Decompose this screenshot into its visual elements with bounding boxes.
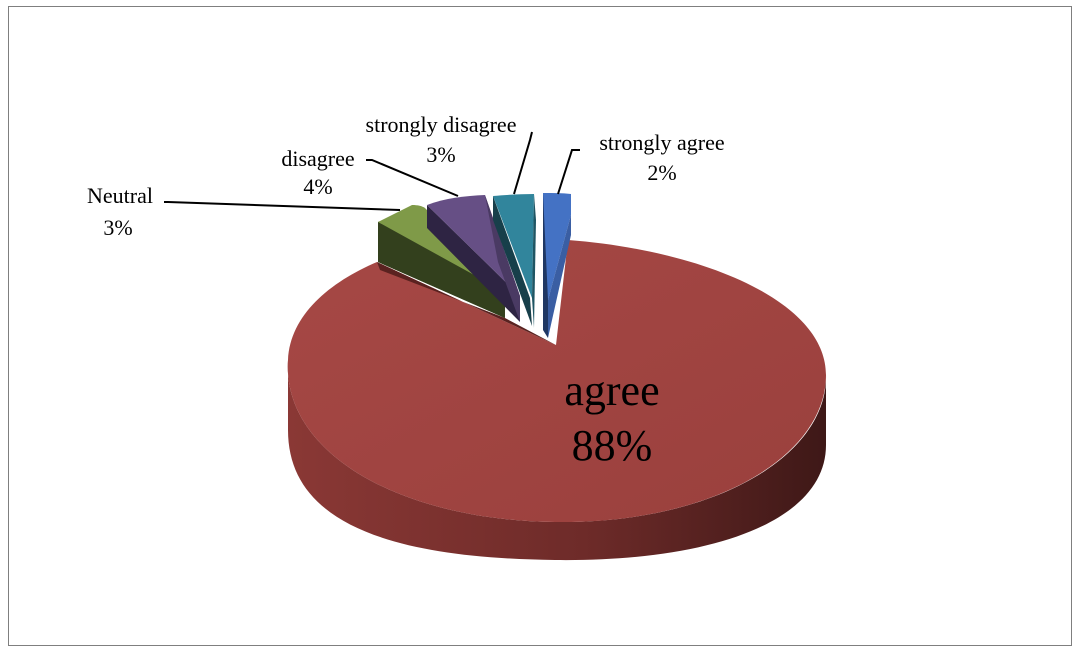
slice-strongly-agree-top [543,193,571,300]
label-neutral-name: Neutral [87,183,153,208]
label-disagree-name: disagree [281,146,354,171]
slice-agree-side [287,360,827,561]
leader-strongly-disagree [513,131,533,195]
label-strongly-disagree-percent: 3% [426,142,455,167]
slice-strongly-disagree [493,194,536,328]
label-disagree-percent: 4% [303,174,332,199]
slice-strongly-disagree-side [493,196,532,326]
slice-disagree-top [427,195,520,296]
leader-neutral [164,201,401,211]
slice-strongly-disagree-top [493,194,534,298]
slice-disagree [427,195,520,322]
slice-agree-cut [377,262,556,345]
leader-strongly-agree [557,149,580,195]
slice-disagree-edge [485,195,520,322]
slice-disagree-side [427,205,520,322]
slice-neutral-dark [378,216,505,318]
slice-strongly-disagree-edge [532,194,536,328]
slice-agree [287,240,827,561]
slice-strongly-agree [543,193,571,338]
slice-agree-top [287,240,826,523]
label-agree-percent: 88% [572,421,653,470]
label-strongly-agree-name: strongly agree [599,130,724,155]
slice-strongly-agree-face [548,215,571,338]
label-neutral-percent: 3% [103,215,132,240]
leader-disagree [366,159,459,197]
label-strongly-disagree-name: strongly disagree [366,112,517,137]
label-strongly-agree-percent: 2% [647,160,676,185]
label-agree-name: agree [564,366,659,415]
